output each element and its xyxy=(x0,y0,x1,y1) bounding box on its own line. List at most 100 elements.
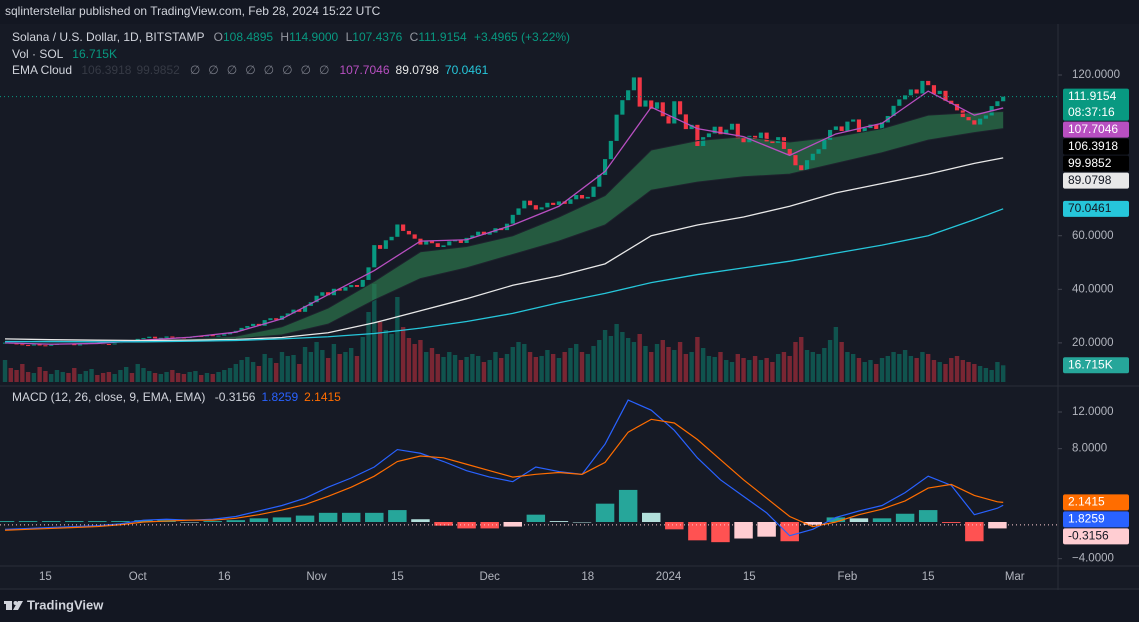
candle xyxy=(245,326,250,328)
histogram-bar xyxy=(295,515,315,522)
legend-value: 99.9852 xyxy=(136,63,180,77)
volume-bar xyxy=(239,360,244,382)
countdown: 08:37:16 xyxy=(1068,105,1115,119)
volume-bar xyxy=(158,374,163,382)
price-tag xyxy=(1063,528,1129,545)
legend-value: ∅ xyxy=(245,63,255,77)
volume-bar xyxy=(516,342,521,382)
candle xyxy=(856,119,862,133)
ohlc-value: 114.9000 xyxy=(289,30,338,44)
candle xyxy=(833,126,838,130)
volume-bar xyxy=(545,350,550,382)
histogram-bar xyxy=(918,510,938,522)
volume-bar xyxy=(949,358,954,382)
volume-bar xyxy=(325,358,331,382)
candle xyxy=(620,100,625,115)
volume-bar xyxy=(683,354,689,382)
volume-bar xyxy=(562,352,567,382)
volume-bar xyxy=(43,371,48,382)
volume-bar xyxy=(268,358,273,382)
price-tag xyxy=(1063,155,1129,172)
candle xyxy=(966,117,971,121)
legend-row: MACD (12, 26, close, 9, EMA, EMA) -0.315… xyxy=(12,390,341,404)
candle xyxy=(649,100,654,109)
logo-part xyxy=(6,601,12,610)
volume-bar xyxy=(579,352,585,382)
candle xyxy=(487,232,492,235)
candle xyxy=(678,101,683,115)
candle xyxy=(297,309,302,312)
histogram-bar xyxy=(0,521,15,522)
price-tag xyxy=(1063,511,1129,528)
legend-value: ∅ xyxy=(190,63,200,77)
volume-bar xyxy=(729,362,735,382)
volume-bar xyxy=(123,367,129,382)
volume-bar xyxy=(164,372,169,382)
candle xyxy=(158,337,163,339)
candle xyxy=(343,287,348,291)
volume-bar xyxy=(925,354,931,382)
volume-bar xyxy=(649,352,654,382)
volume-bar xyxy=(54,370,60,382)
publish-info: sqlinterstellar published on TradingView… xyxy=(5,4,381,18)
candle xyxy=(429,240,435,244)
volume-bar xyxy=(331,344,337,382)
volume-bar xyxy=(262,354,267,382)
x-tick-label: 18 xyxy=(581,571,594,583)
candle xyxy=(49,344,54,346)
ohlc-value: 107.4376 xyxy=(352,30,402,44)
volume-bar xyxy=(204,373,210,382)
candle xyxy=(302,305,308,312)
histogram-bar xyxy=(203,521,222,522)
histogram-bar xyxy=(665,522,684,530)
candle xyxy=(522,200,527,209)
candle xyxy=(637,77,642,107)
histogram-bar xyxy=(434,522,453,526)
volume-bar xyxy=(464,357,469,382)
volume-bar xyxy=(689,352,694,382)
candle xyxy=(458,239,463,243)
candle xyxy=(804,160,810,171)
volume-bar xyxy=(1000,365,1006,382)
x-tick-label: 15 xyxy=(39,571,52,583)
candle xyxy=(764,132,769,142)
volume-bar xyxy=(95,375,100,382)
histogram-bar xyxy=(341,512,361,522)
legend-value: 89.0798 xyxy=(396,63,440,77)
histogram-bar xyxy=(41,521,61,522)
candle xyxy=(672,101,677,124)
volume-bar xyxy=(343,352,348,382)
price-tag xyxy=(1063,172,1129,189)
x-tick-label: 15 xyxy=(922,571,935,583)
candle xyxy=(631,77,637,91)
candle xyxy=(781,137,787,149)
volume-bar xyxy=(522,344,527,382)
price-tag-label: 106.3918 xyxy=(1068,139,1118,153)
candle xyxy=(31,344,36,346)
x-tick-label: Mar xyxy=(1005,571,1025,583)
candle xyxy=(279,315,285,320)
volume-bar xyxy=(700,348,706,382)
volume-bar xyxy=(574,344,579,382)
candle xyxy=(556,201,561,205)
y-tick-label: 12.0000 xyxy=(1072,406,1114,418)
candle xyxy=(77,344,83,346)
candle xyxy=(741,138,746,143)
candle xyxy=(170,336,175,338)
volume-bar xyxy=(724,360,729,382)
volume-bar xyxy=(210,374,215,382)
candle xyxy=(222,334,227,336)
legend-value: ∅ xyxy=(301,63,311,77)
candle xyxy=(926,80,931,86)
volume-bar xyxy=(591,346,596,382)
candle xyxy=(579,195,585,199)
volume-bar xyxy=(660,340,665,382)
y-tick-label: 8.0000 xyxy=(1072,443,1107,455)
histogram-bar xyxy=(18,521,38,522)
histogram-bar xyxy=(180,522,199,523)
volume-bar xyxy=(170,370,175,382)
histogram-bar xyxy=(965,522,984,542)
candle xyxy=(14,343,19,345)
candle xyxy=(810,153,815,161)
x-tick-label: Dec xyxy=(479,571,500,583)
